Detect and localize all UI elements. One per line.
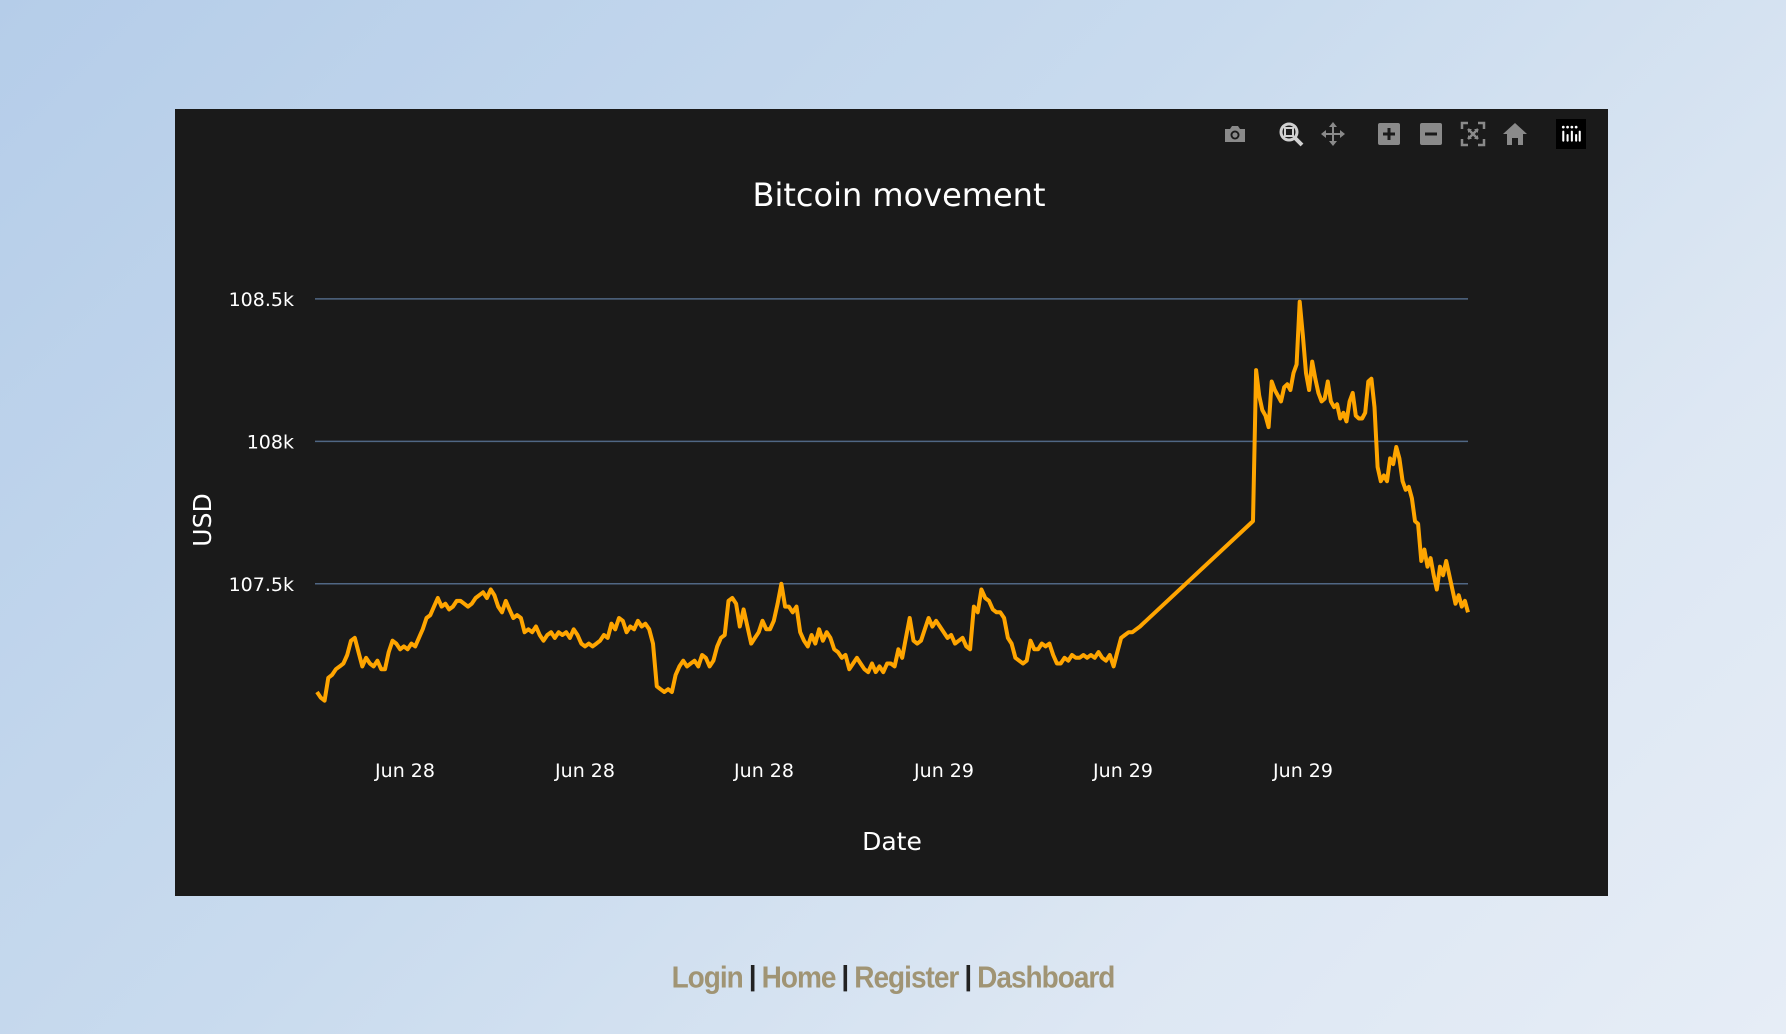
footer-separator: | — [748, 960, 757, 991]
y-tick-label: 108.5k — [229, 289, 294, 311]
reset-axes-icon[interactable] — [1500, 119, 1530, 149]
login-link[interactable]: Login — [671, 960, 744, 995]
x-tick-label: Jun 29 — [1092, 760, 1153, 782]
plotly-logo-icon[interactable] — [1556, 119, 1586, 149]
zoom-out-icon[interactable] — [1416, 119, 1446, 149]
x-axis-label: Date — [862, 827, 922, 856]
series-line[interactable] — [315, 299, 1470, 703]
x-tick-label: Jun 29 — [1272, 760, 1333, 782]
line-layer — [315, 299, 1470, 703]
register-link[interactable]: Register — [854, 960, 959, 995]
zoom-in-icon[interactable] — [1374, 119, 1404, 149]
camera-icon[interactable] — [1220, 119, 1250, 149]
footer-nav: Login | Home | Register | Dashboard — [0, 960, 1786, 994]
zoom-icon[interactable] — [1276, 119, 1306, 149]
x-tick-label: Jun 28 — [374, 760, 435, 782]
ytick-layer: 108.5k 108k 107.5k — [229, 289, 294, 596]
grid-layer — [315, 298, 1468, 585]
xtick-layer: Jun 28 Jun 28 Jun 28 Jun 29 Jun 29 Jun 29 — [374, 760, 1333, 782]
autoscale-icon[interactable] — [1458, 119, 1488, 149]
footer-separator: | — [841, 960, 849, 991]
y-tick-label: 107.5k — [229, 574, 294, 596]
x-tick-label: Jun 28 — [733, 760, 794, 782]
home-link[interactable]: Home — [761, 960, 837, 995]
y-axis-label: USD — [188, 493, 217, 546]
x-tick-label: Jun 28 — [554, 760, 615, 782]
footer-separator: | — [964, 960, 972, 991]
chart-panel: 108.5k 108k 107.5k Jun 28 Jun 28 Jun 28 Jun 2… — [175, 109, 1608, 896]
y-tick-label: 108k — [247, 431, 294, 453]
pan-icon[interactable] — [1318, 119, 1348, 149]
modebar — [1208, 119, 1586, 149]
dashboard-link[interactable]: Dashboard — [977, 960, 1115, 995]
x-tick-label: Jun 29 — [913, 760, 974, 782]
chart-title: Bitcoin movement — [753, 176, 1046, 214]
